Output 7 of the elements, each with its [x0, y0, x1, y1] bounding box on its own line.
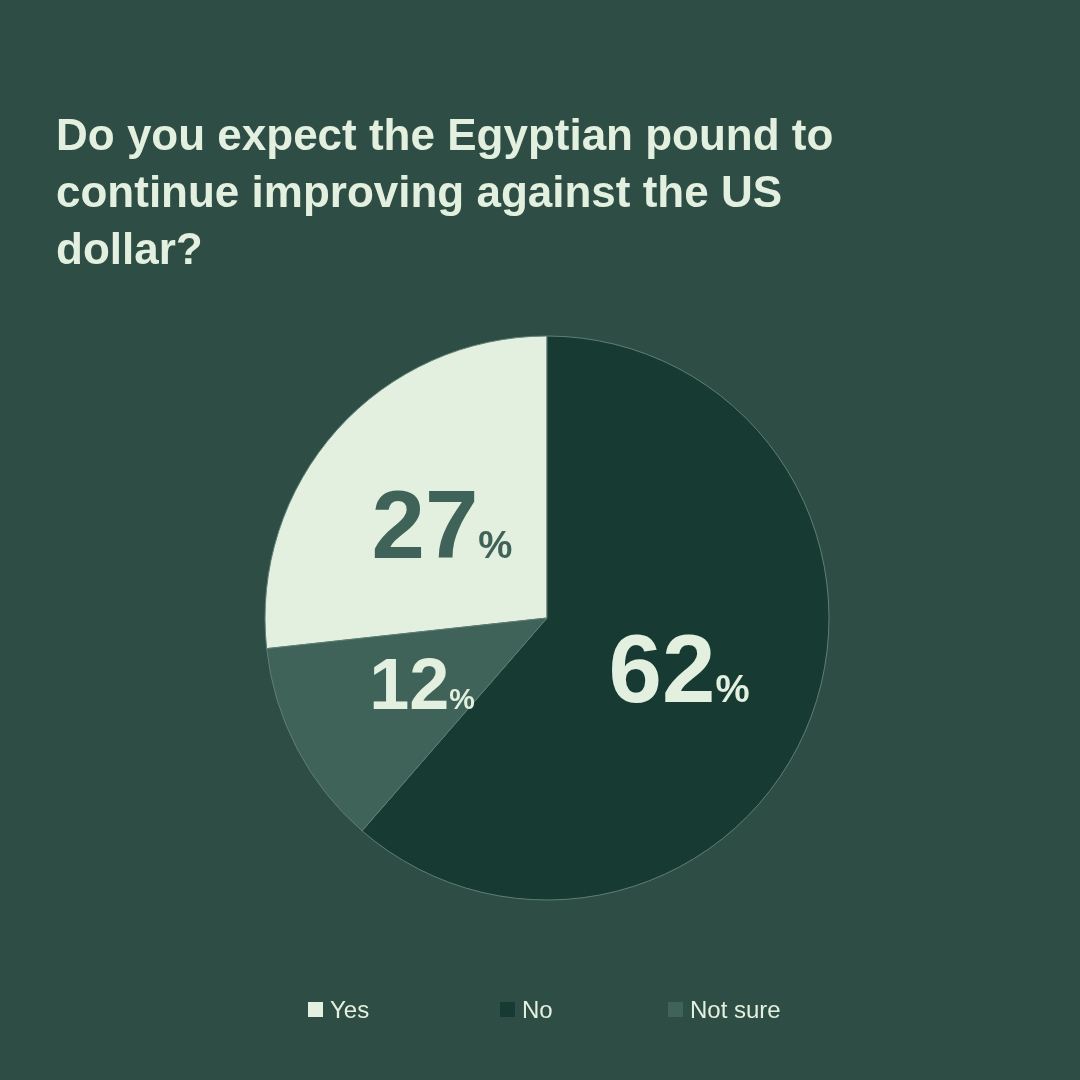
legend-label: No: [522, 996, 553, 1023]
data-label: 62%: [608, 614, 750, 722]
data-label: 12%: [369, 644, 475, 725]
legend-label: Yes: [330, 996, 370, 1023]
legend-label: Not sure: [690, 996, 781, 1023]
data-label: 27%: [371, 471, 513, 579]
chart-title: Do you expect the Egyptian pound to continue improving against the US dollar?: [56, 110, 834, 273]
